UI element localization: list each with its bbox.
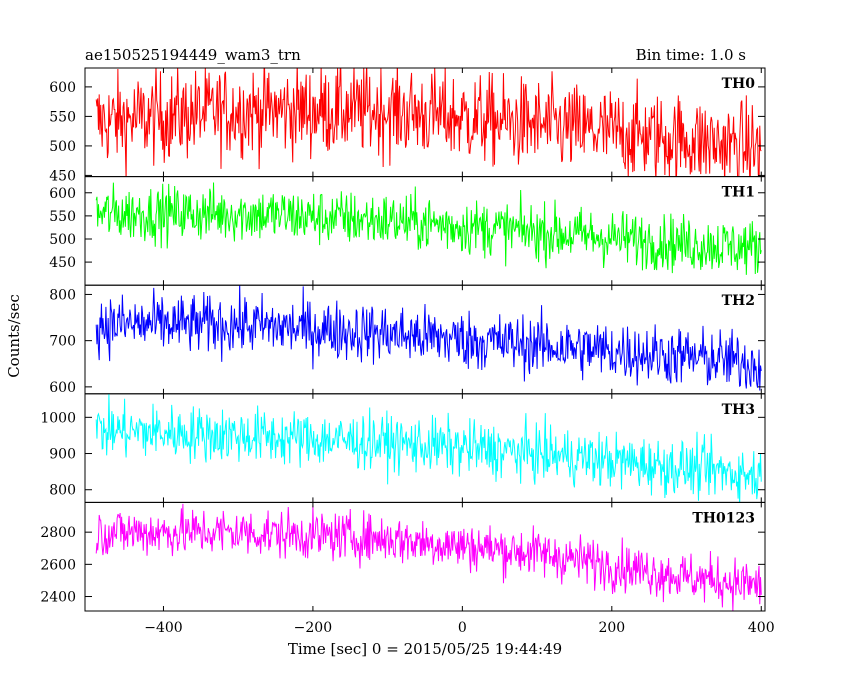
panel-th2: 600 700 800 TH2 [49, 284, 766, 396]
panel-label: TH0123 [692, 510, 755, 526]
series-th1 [95, 182, 762, 275]
y-tick-label: 2800 [40, 525, 76, 541]
x-tick-label: 200 [598, 620, 625, 636]
y-tick-label: 450 [49, 168, 76, 184]
y-tick-label: 900 [49, 447, 76, 463]
y-tick-label: 550 [49, 109, 76, 125]
y-tick-label: 800 [49, 287, 76, 303]
panel-frame [84, 176, 766, 286]
x-ticks-group: −400 −200 0 200 400 [144, 620, 774, 636]
y-tick-label: 500 [49, 139, 76, 155]
y-tick-label: 700 [49, 334, 76, 350]
y-tick-label: 800 [49, 483, 76, 499]
panel-th1: 450 500 550 600 TH1 [49, 176, 766, 286]
y-tick-label: 600 [49, 380, 76, 396]
y-tick-label: 2600 [40, 557, 76, 573]
x-tick-label: 0 [458, 620, 467, 636]
bin-time-label: Bin time: 1.0 s [636, 46, 746, 64]
x-axis-label: Time [sec] 0 = 2015/05/25 19:44:49 [288, 640, 562, 658]
panel-frame [84, 501, 766, 612]
panel-label: TH2 [722, 293, 755, 309]
chart-title: ae150525194449_wam3_trn [85, 46, 301, 64]
y-tick-label: 600 [49, 186, 76, 202]
y-axis-label: Counts/sec [5, 294, 23, 378]
panel-th0123: 2400 2600 2800 TH0123 [40, 501, 766, 612]
series-th0123 [95, 503, 762, 611]
series-th0 [95, 68, 762, 177]
y-tick-label: 600 [49, 80, 76, 96]
panel-frame [84, 284, 766, 395]
y-tick-label: 2400 [40, 590, 76, 606]
x-tick-label: 400 [748, 620, 775, 636]
series-th3 [95, 394, 762, 503]
y-tick-label: 500 [49, 232, 76, 248]
panels-group: 450 500 550 600 TH0 450 500 550 600 TH1 600 700 800 T… [40, 67, 766, 612]
panel-label: TH1 [722, 185, 755, 201]
panel-th3: 800 900 1000 TH3 [40, 393, 766, 503]
x-tick-label: −200 [294, 620, 332, 636]
panel-label: TH0 [722, 76, 756, 92]
y-tick-label: 450 [49, 255, 76, 271]
y-tick-label: 550 [49, 209, 76, 225]
y-tick-label: 1000 [40, 410, 76, 426]
panel-label: TH3 [722, 402, 755, 418]
x-tick-label: −400 [144, 620, 182, 636]
series-th2 [95, 285, 762, 391]
